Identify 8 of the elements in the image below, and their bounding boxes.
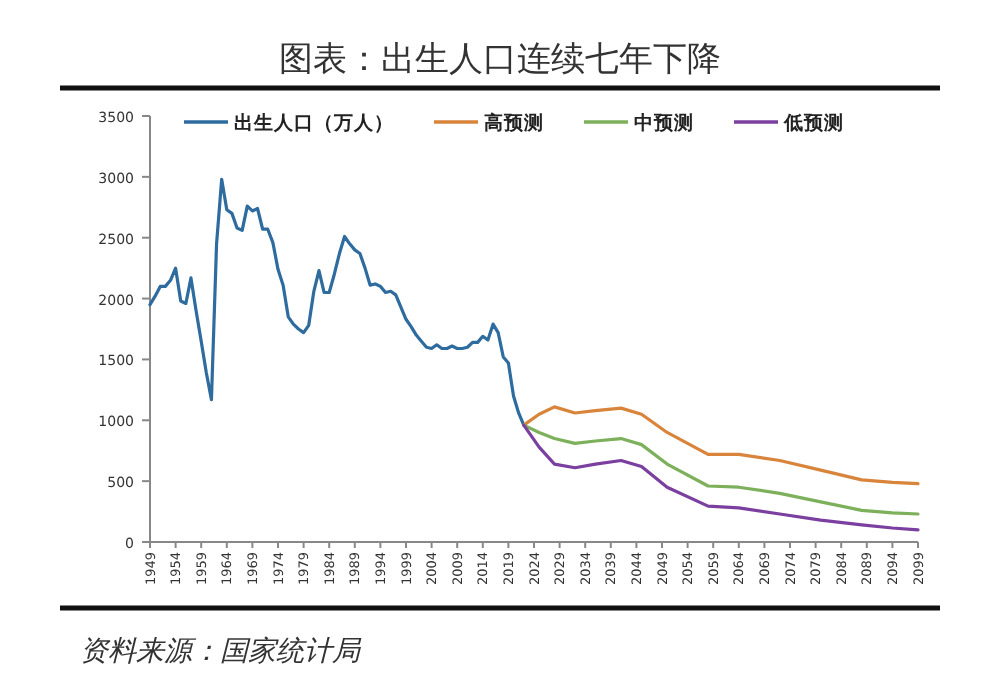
chart-title: 图表：出生人口连续七年下降: [279, 40, 721, 80]
line-series: [522, 405, 920, 486]
line-series: [148, 177, 526, 427]
text: 资料来源：国家统计局: [80, 636, 362, 668]
legend-label: 低预测: [782, 111, 844, 135]
legend-label: 出生人口（万人）: [234, 111, 394, 135]
legend-label: 中预测: [634, 111, 694, 135]
legend-label: 高预测: [484, 111, 544, 135]
